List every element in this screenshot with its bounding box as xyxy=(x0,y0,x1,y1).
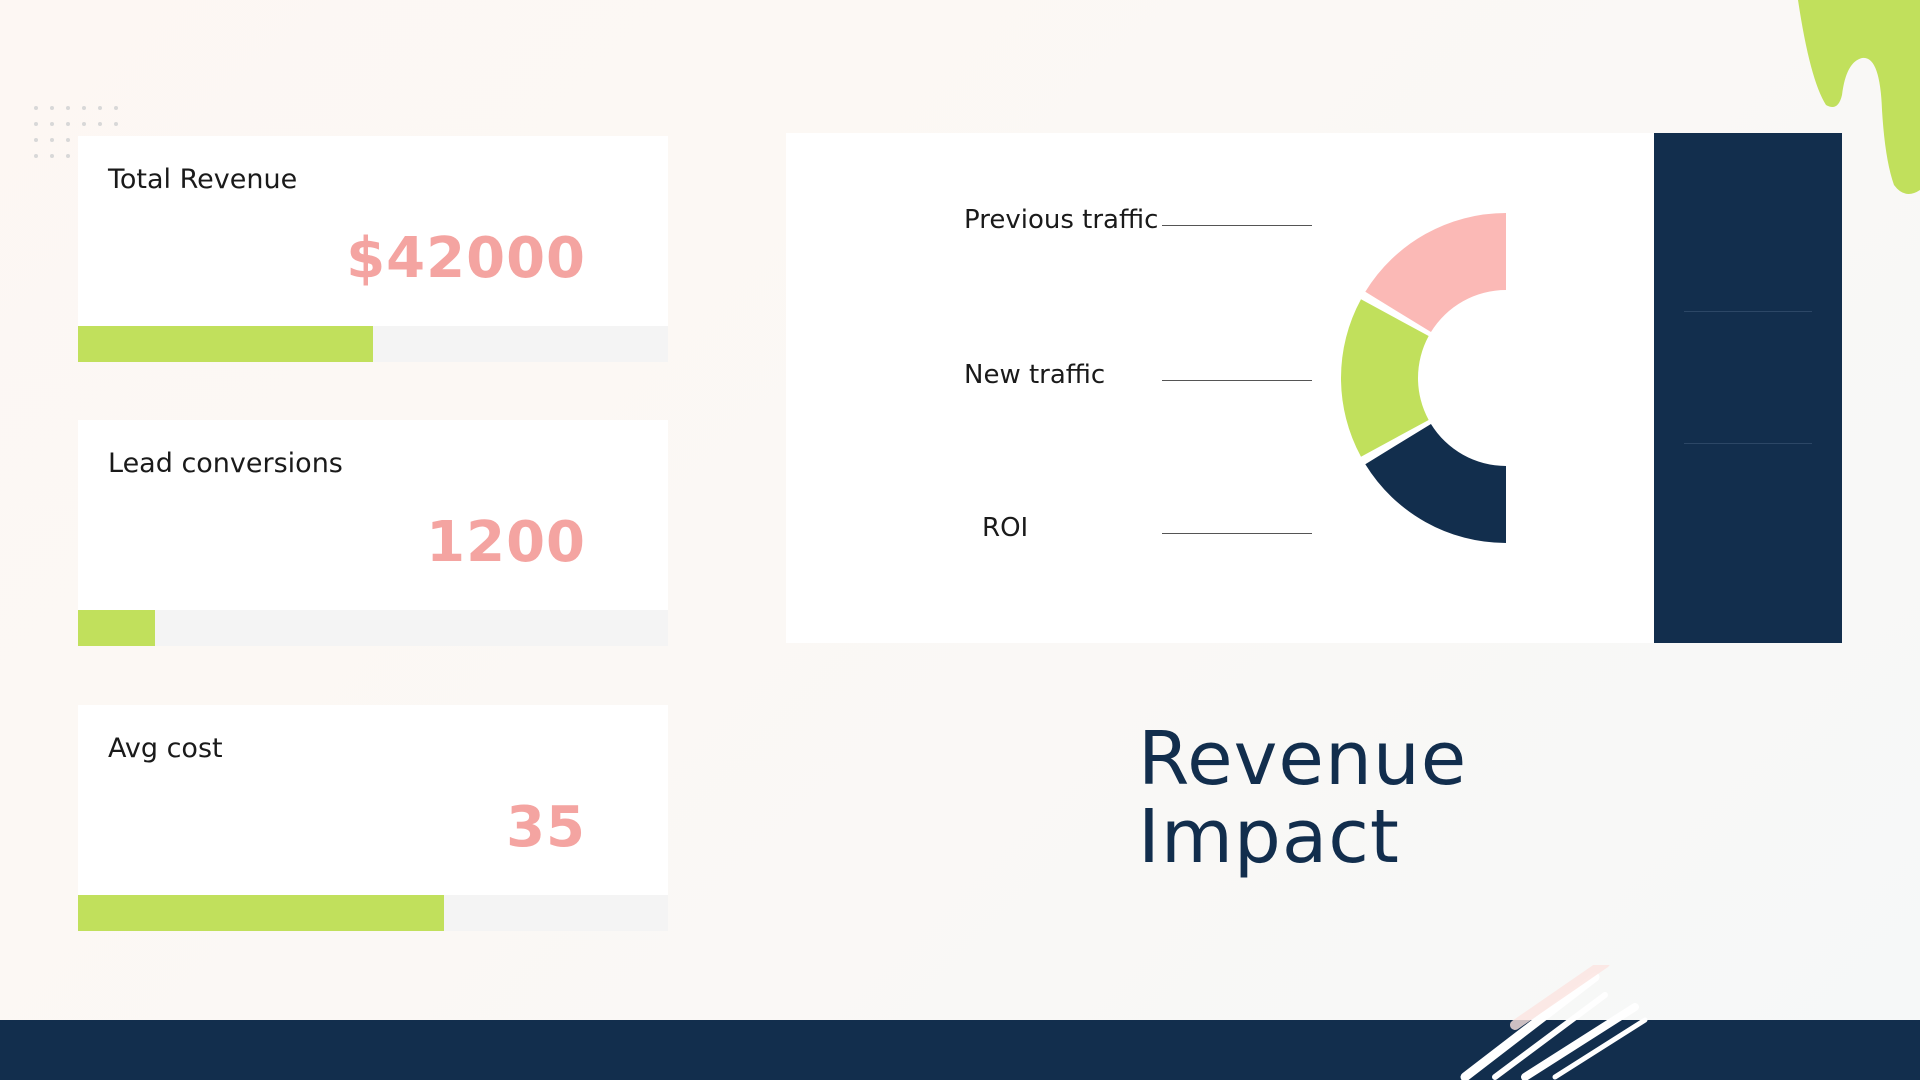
kpi-label: Avg cost xyxy=(108,733,223,764)
paint-drip-icon xyxy=(1798,0,1920,194)
kpi-card-avg-cost: Avg cost 35 xyxy=(78,705,668,931)
progress-fill xyxy=(78,895,444,931)
legend-label-previous-traffic: Previous traffic xyxy=(964,205,1159,235)
legend-leader-line xyxy=(1162,225,1312,226)
progress-fill xyxy=(78,326,373,362)
legend-label-roi: ROI xyxy=(982,513,1029,543)
half-donut-chart xyxy=(1341,213,1506,543)
legend-label-new-traffic: New traffic xyxy=(964,360,1106,390)
divider xyxy=(1684,311,1812,312)
kpi-label: Total Revenue xyxy=(108,164,298,195)
traffic-chart-card: Previous traffic New traffic ROI xyxy=(786,133,1842,643)
kpi-card-lead-conversions: Lead conversions 1200 xyxy=(78,420,668,646)
kpi-value: 1200 xyxy=(426,510,586,575)
slide-title: Revenue Impact xyxy=(1138,720,1467,876)
progress-fill xyxy=(78,610,155,646)
brush-strokes-icon xyxy=(1460,965,1648,1080)
progress-track xyxy=(78,326,668,362)
donut-slice-roi xyxy=(1365,423,1506,543)
legend-leader-line xyxy=(1162,533,1312,534)
chart-side-panel xyxy=(1654,133,1842,643)
divider xyxy=(1684,443,1812,444)
title-line-1: Revenue xyxy=(1138,716,1468,802)
kpi-card-total-revenue: Total Revenue $42000 xyxy=(78,136,668,362)
donut-slice-new-traffic xyxy=(1341,299,1429,457)
kpi-value: 35 xyxy=(506,795,586,860)
kpi-value: $42000 xyxy=(346,226,586,291)
donut-slice-previous-traffic xyxy=(1365,213,1506,333)
progress-track xyxy=(78,895,668,931)
progress-track xyxy=(78,610,668,646)
title-line-2: Impact xyxy=(1138,794,1400,880)
kpi-label: Lead conversions xyxy=(108,448,343,479)
legend-leader-line xyxy=(1162,380,1312,381)
dot-grid-icon xyxy=(34,106,118,158)
